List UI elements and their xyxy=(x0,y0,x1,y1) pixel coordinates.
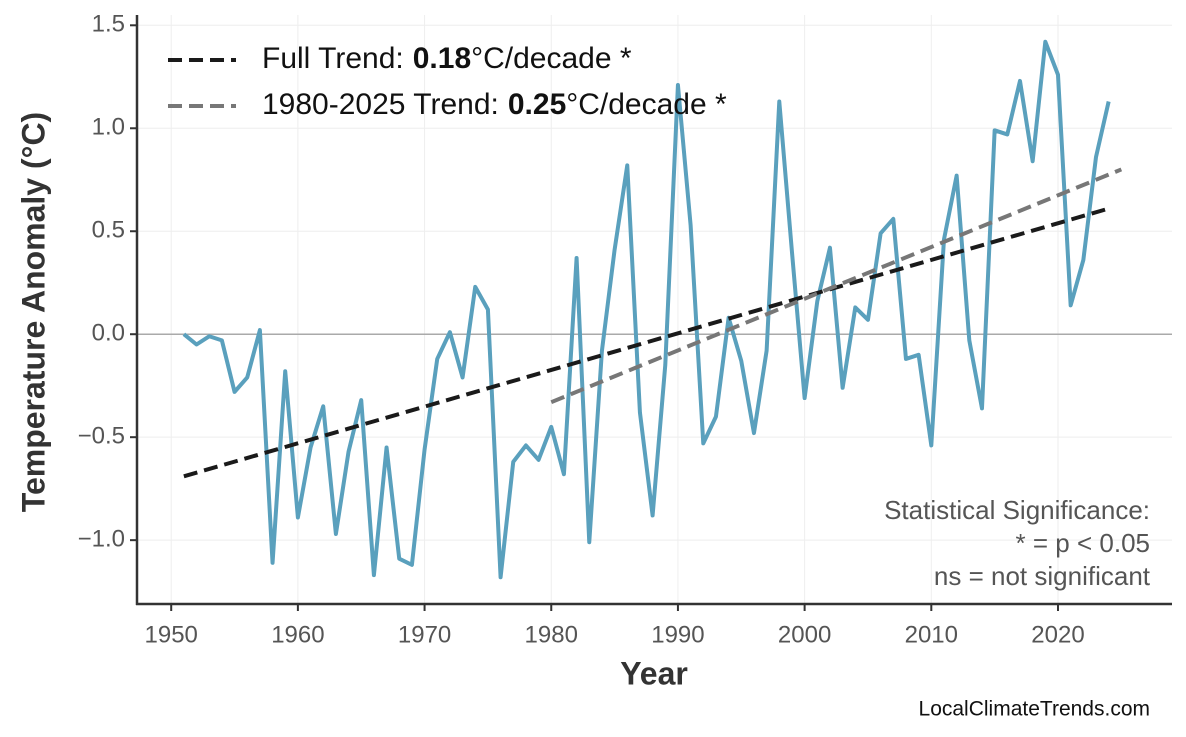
y-tick-label: 1.5 xyxy=(92,11,125,38)
x-axis-title: Year xyxy=(620,655,688,691)
legend-slope: 0.18 xyxy=(413,42,471,75)
x-tick-label: 2010 xyxy=(905,621,958,648)
legend-entry: Full Trend: 0.18°C/decade * xyxy=(262,42,632,75)
x-tick-label: 1950 xyxy=(145,621,198,648)
trend-line xyxy=(183,206,1110,479)
data-line xyxy=(182,39,1111,580)
legend-suffix: °C/decade * xyxy=(471,42,632,75)
legend-suffix: °C/decade * xyxy=(566,88,727,121)
trend-line xyxy=(550,167,1123,405)
x-tick-label: 1990 xyxy=(651,621,704,648)
legend-slope: 0.25 xyxy=(508,88,566,121)
y-tick-label: 0.0 xyxy=(92,320,125,347)
y-tick-label: 0.5 xyxy=(92,217,125,244)
annotation: ns = not significant xyxy=(934,561,1151,591)
y-tick-label: −1.0 xyxy=(78,526,125,553)
annotation: * = p < 0.05 xyxy=(1016,528,1150,558)
legend-label: 1980-2025 Trend: xyxy=(262,88,499,121)
y-tick-label: 1.0 xyxy=(92,114,125,141)
x-tick-label: 2020 xyxy=(1031,621,1084,648)
annotation: Statistical Significance: xyxy=(884,495,1150,525)
y-axis-title: Temperature Anomaly (°C) xyxy=(15,112,51,512)
x-tick-label: 1960 xyxy=(271,621,324,648)
x-tick-label: 1970 xyxy=(398,621,451,648)
legend-label: Full Trend: xyxy=(262,42,404,75)
x-tick-label: 2000 xyxy=(778,621,831,648)
source: LocalClimateTrends.com xyxy=(919,698,1150,721)
y-tick-label: −0.5 xyxy=(78,423,125,450)
x-tick-label: 1980 xyxy=(525,621,578,648)
legend-entry: 1980-2025 Trend: 0.25°C/decade * xyxy=(262,88,727,121)
